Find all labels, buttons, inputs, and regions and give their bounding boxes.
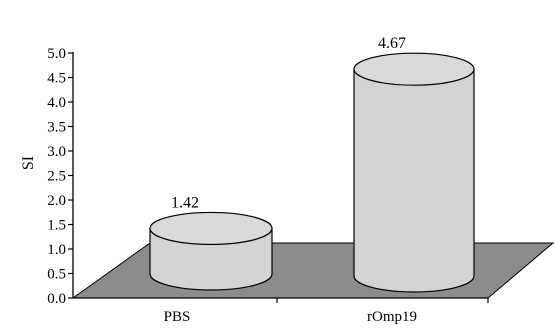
y-tick-label: 4.0 xyxy=(47,95,66,111)
y-tick-label: 4.5 xyxy=(47,71,66,87)
y-tick-label: 0.5 xyxy=(47,267,66,283)
y-axis-ticks: 0.0 0.5 1.0 1.5 2.0 2.5 3.0 3.5 4.0 4.5 5.0 xyxy=(47,46,73,307)
y-tick-label: 1.5 xyxy=(47,218,66,234)
x-axis-categories: PBS rOmp19 xyxy=(164,298,489,325)
y-tick-label: 2.5 xyxy=(47,169,66,185)
cylinder-top xyxy=(353,52,475,86)
y-tick-label: 5.0 xyxy=(47,46,66,62)
y-tick-label: 0.0 xyxy=(47,291,66,307)
bar-romp19: 4.67 xyxy=(353,35,475,293)
bar-pbs: 1.42 xyxy=(149,194,273,291)
chart-floor xyxy=(71,242,555,299)
cylinder-body xyxy=(353,68,475,293)
data-label: 1.42 xyxy=(171,194,199,211)
x-category-label: PBS xyxy=(164,309,191,325)
y-tick-label: 3.5 xyxy=(47,120,66,136)
bar-series: 1.42 4.67 xyxy=(149,35,475,293)
y-tick-label: 1.0 xyxy=(47,242,66,258)
y-axis-title: SI xyxy=(20,156,37,170)
y-tick-label: 3.0 xyxy=(47,144,66,160)
x-category-label: rOmp19 xyxy=(367,309,417,325)
y-tick-label: 2.0 xyxy=(47,193,66,209)
data-label: 4.67 xyxy=(378,35,406,52)
cylinder-top xyxy=(149,211,273,246)
cylinder-body xyxy=(149,227,273,291)
